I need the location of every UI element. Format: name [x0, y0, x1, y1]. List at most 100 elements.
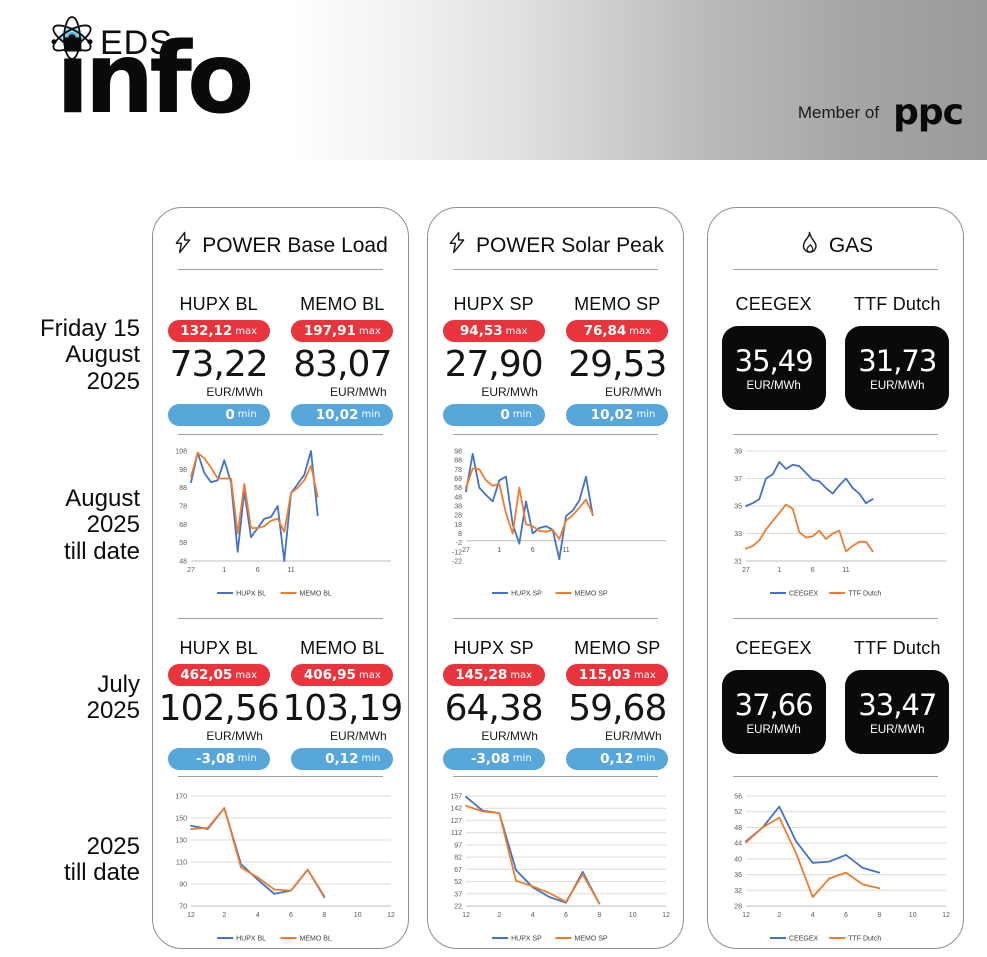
- market-block: TTF Dutch 31,73 EUR/MWh: [839, 294, 955, 410]
- svg-text:11: 11: [562, 547, 569, 554]
- market-block: TTF Dutch 33,47 EUR/MWh: [839, 638, 955, 754]
- svg-text:70: 70: [179, 904, 187, 911]
- card-gas: GAS CEEGEX 35,49 EUR/MWh TTF Dutch 31,73…: [707, 207, 964, 949]
- market-block: HUPX BL 462,05 max 102,56 EUR/MWh -3,08 mi…: [158, 638, 280, 770]
- market-name: CEEGEX: [735, 638, 812, 658]
- price-value: 102,56: [158, 688, 280, 729]
- section-chart-august: 108 98 88 78 68 58 48 27 1 6 11 HUPX BL MEMO BL: [153, 441, 408, 614]
- section-july-prices: CEEGEX 37,66 EUR/MWh TTF Dutch 33,47 EUR…: [708, 638, 963, 754]
- divider: [178, 269, 383, 270]
- svg-text:27: 27: [462, 547, 470, 554]
- svg-text:6: 6: [844, 912, 848, 919]
- svg-text:48: 48: [454, 494, 462, 501]
- svg-text:CEEGEX: CEEGEX: [789, 591, 819, 598]
- divider: [733, 434, 938, 435]
- min-badge: 0 min: [167, 403, 270, 426]
- svg-text:MEMO SP: MEMO SP: [575, 591, 608, 598]
- price-value: 35,49: [734, 344, 814, 378]
- divider: [178, 776, 383, 777]
- row-label-july: July 2025: [86, 671, 140, 725]
- divider: [453, 434, 658, 435]
- svg-text:36: 36: [734, 872, 742, 879]
- market-name: MEMO BL: [300, 638, 385, 658]
- svg-text:8: 8: [877, 912, 881, 919]
- chart-gas-august: 39 37 35 33 31 27 1 6 11 CEEGEX TTF Dutch: [720, 441, 951, 614]
- svg-text:130: 130: [175, 838, 187, 845]
- ppc-logo: ppc: [893, 92, 964, 133]
- svg-text:HUPX SP: HUPX SP: [511, 591, 542, 598]
- svg-text:6: 6: [531, 547, 535, 554]
- price-unit: EUR/MWh: [746, 724, 801, 736]
- price-unit: EUR/MWh: [481, 728, 538, 743]
- price-value: 31,73: [858, 344, 937, 378]
- section-chart-ytd: 56 52 48 44 40 36 32 28 12 2 4 6 8 10 12 CEEGEX TTF Dutc…: [708, 786, 963, 957]
- row-label-august: August 2025 till date: [63, 485, 140, 565]
- market-name: HUPX SP: [453, 638, 534, 658]
- svg-text:HUPX BL: HUPX BL: [236, 591, 266, 598]
- min-badge: 10,02 min: [291, 403, 394, 426]
- card-title-label: POWER Solar Peak: [476, 233, 664, 257]
- market-name: MEMO SP: [574, 638, 661, 658]
- svg-text:27: 27: [742, 567, 750, 574]
- max-badge: 145,28 max: [442, 664, 545, 686]
- logo-eds-text: EDS: [100, 24, 173, 62]
- svg-text:8: 8: [597, 912, 601, 919]
- svg-text:4: 4: [811, 912, 815, 919]
- card-title: GAS: [708, 230, 963, 262]
- card-power-solar-peak: POWER Solar Peak HUPX SP 94,53 max 27,90 …: [427, 207, 684, 949]
- lightning-icon: [447, 230, 467, 261]
- section-july-prices: HUPX SP 145,28 max 64,38 EUR/MWh -3,08 min…: [428, 638, 683, 770]
- market-block: HUPX BL 132,12 max 73,22 EUR/MWh 0 min: [161, 294, 277, 426]
- price-unit: EUR/MWh: [206, 728, 263, 743]
- market-name: TTF Dutch: [853, 638, 941, 658]
- market-name: HUPX BL: [179, 294, 258, 314]
- row-label-ytd: 2025 till date: [63, 833, 140, 887]
- svg-text:22: 22: [454, 904, 462, 911]
- svg-text:6: 6: [256, 567, 260, 574]
- price-unit: EUR/MWh: [329, 728, 387, 743]
- svg-text:4: 4: [256, 912, 260, 919]
- max-badge: 462,05 max: [167, 664, 270, 686]
- svg-text:32: 32: [734, 888, 742, 895]
- svg-text:28: 28: [734, 904, 742, 911]
- svg-text:98: 98: [179, 467, 187, 474]
- market-name: MEMO SP: [574, 294, 661, 314]
- price-unit: EUR/MWh: [481, 384, 538, 399]
- svg-text:2: 2: [777, 912, 781, 919]
- svg-text:157: 157: [450, 794, 462, 801]
- min-badge: -3,08 min: [167, 747, 270, 770]
- svg-text:28: 28: [454, 513, 462, 520]
- member-of-block: Member of ppc: [798, 92, 964, 133]
- market-name: MEMO BL: [300, 294, 385, 314]
- svg-text:12: 12: [387, 912, 395, 919]
- flame-icon: [798, 230, 820, 262]
- market-block: MEMO SP 115,03 max 59,68 EUR/MWh 0,12 min: [559, 638, 675, 770]
- svg-text:MEMO BL: MEMO BL: [300, 936, 332, 943]
- min-badge: -3,08 min: [442, 747, 545, 770]
- market-block: CEEGEX 37,66 EUR/MWh: [716, 638, 832, 754]
- svg-text:98: 98: [454, 449, 462, 456]
- section-day-prices: CEEGEX 35,49 EUR/MWh TTF Dutch 31,73 EUR…: [708, 294, 963, 410]
- svg-text:8: 8: [458, 531, 462, 538]
- divider: [733, 269, 938, 270]
- price-unit: EUR/MWh: [329, 384, 387, 399]
- lightning-icon: [173, 230, 193, 261]
- price-unit: EUR/MWh: [870, 380, 925, 392]
- svg-text:37: 37: [454, 891, 462, 898]
- price-value: 29,53: [568, 344, 667, 385]
- svg-text:2: 2: [497, 912, 501, 919]
- gas-price-card: 33,47 EUR/MWh: [845, 670, 950, 754]
- svg-text:12: 12: [742, 912, 750, 919]
- svg-text:1: 1: [777, 567, 781, 574]
- divider: [453, 618, 658, 619]
- svg-text:1: 1: [222, 567, 226, 574]
- svg-text:170: 170: [175, 794, 187, 801]
- price-unit: EUR/MWh: [604, 728, 662, 743]
- section-day-prices: HUPX BL 132,12 max 73,22 EUR/MWh 0 min MEM…: [153, 294, 408, 426]
- max-badge: 94,53 max: [442, 320, 545, 342]
- svg-text:127: 127: [450, 818, 462, 825]
- price-value: 73,22: [169, 344, 269, 385]
- svg-text:2: 2: [222, 912, 226, 919]
